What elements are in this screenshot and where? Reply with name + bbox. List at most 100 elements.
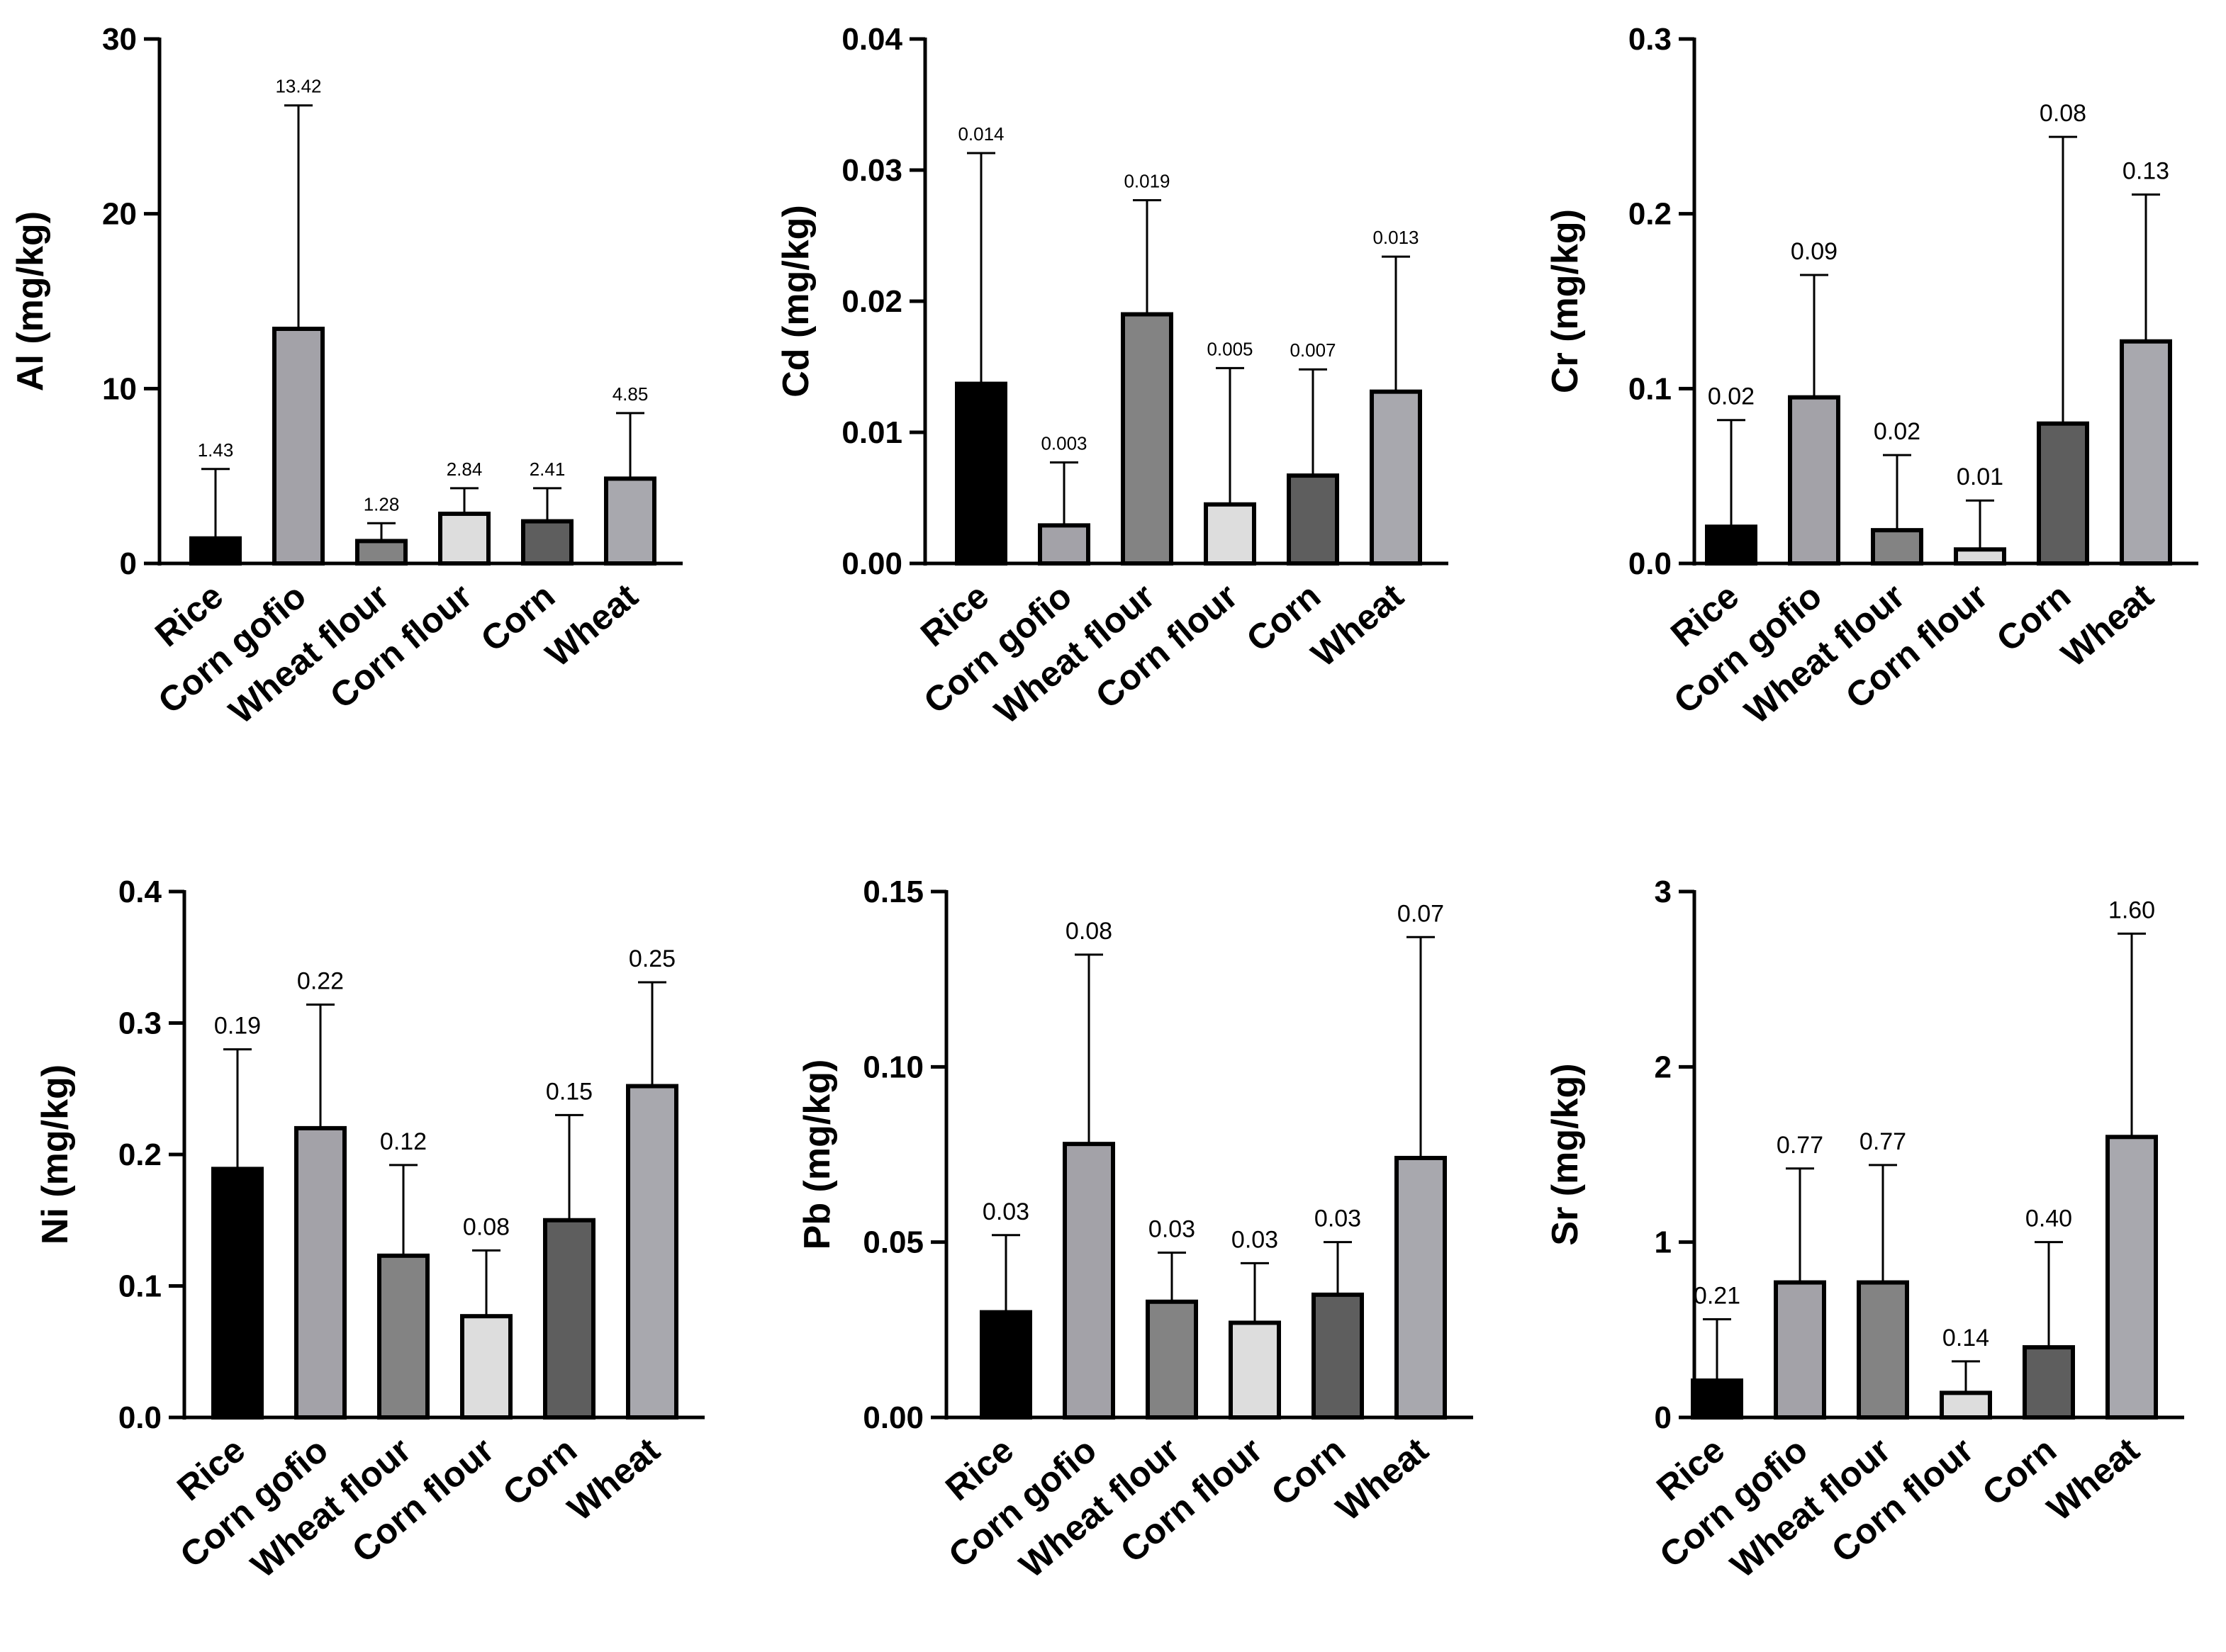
y-tick-label: 10 xyxy=(102,371,137,406)
bar-wheat xyxy=(2120,339,2172,566)
data-label: 0.08 xyxy=(1066,918,1112,945)
bar-corn xyxy=(1287,473,1339,566)
data-label: 0.77 xyxy=(1859,1128,1906,1155)
bar-corn xyxy=(521,519,574,566)
data-label: 0.21 xyxy=(1694,1282,1740,1309)
x-tick-label: Wheat xyxy=(2054,575,2161,675)
data-label: 1.43 xyxy=(198,439,234,461)
x-tick-label: Wheat xyxy=(2040,1429,2147,1529)
y-tick-label: 0.2 xyxy=(118,1137,162,1172)
bar-rice xyxy=(955,381,1007,566)
x-tick-label: Wheat xyxy=(1329,1429,1436,1529)
y-tick-label: 0.1 xyxy=(118,1269,162,1304)
bar-wheat xyxy=(2105,1135,2158,1420)
data-label: 0.007 xyxy=(1290,339,1336,361)
bar-rice xyxy=(1705,524,1757,566)
y-axis-title: Cd (mg/kg) xyxy=(776,205,817,398)
data-label: 0.77 xyxy=(1777,1132,1823,1159)
data-label: 0.13 xyxy=(2122,158,2169,185)
y-tick-label: 0.4 xyxy=(118,875,162,909)
y-tick-label: 30 xyxy=(102,22,137,57)
bar-corn-flour xyxy=(1940,1390,1992,1420)
bar-corn-gofio xyxy=(294,1125,347,1420)
data-label: 0.22 xyxy=(297,968,344,995)
bar-wheat-flour xyxy=(355,539,408,566)
bar-corn-flour xyxy=(1229,1320,1281,1420)
chart-panel-3: 0.00.10.20.30.4Ni (mg/kg)0.19Rice0.22Cor… xyxy=(35,875,705,1585)
data-label: 0.08 xyxy=(2040,100,2086,127)
bar-wheat xyxy=(1394,1155,1447,1420)
bar-corn-flour xyxy=(460,1314,513,1420)
data-label: 0.019 xyxy=(1124,171,1170,192)
y-tick-label: 0.02 xyxy=(841,284,902,319)
bar-wheat xyxy=(626,1084,678,1420)
bar-rice xyxy=(211,1167,264,1420)
data-label: 0.07 xyxy=(1397,900,1444,927)
bar-corn-flour xyxy=(1954,547,2006,566)
data-label: 0.15 xyxy=(546,1078,593,1105)
bar-rice xyxy=(980,1310,1032,1420)
y-tick-label: 0.1 xyxy=(1628,371,1672,406)
bar-wheat-flour xyxy=(1146,1299,1198,1420)
y-tick-label: 0.00 xyxy=(863,1400,924,1435)
y-tick-label: 0.03 xyxy=(841,153,902,188)
bar-corn-gofio xyxy=(1063,1142,1115,1420)
bar-wheat-flour xyxy=(377,1253,430,1420)
y-tick-label: 2 xyxy=(1655,1050,1672,1084)
data-label: 0.14 xyxy=(1942,1325,1989,1352)
y-tick-label: 0.2 xyxy=(1628,197,1672,232)
y-axis-title: Ni (mg/kg) xyxy=(35,1064,76,1244)
y-axis-title: Pb (mg/kg) xyxy=(797,1060,838,1250)
data-label: 0.003 xyxy=(1041,433,1087,454)
y-axis-title: Cr (mg/kg) xyxy=(1545,209,1586,393)
y-tick-label: 0.0 xyxy=(118,1400,162,1435)
data-label: 0.014 xyxy=(958,123,1004,145)
y-tick-label: 0 xyxy=(1655,1400,1672,1435)
bar-corn xyxy=(1311,1292,1364,1420)
bar-wheat-flour xyxy=(1871,528,1923,566)
data-label: 0.12 xyxy=(380,1128,427,1155)
bar-wheat xyxy=(1370,389,1422,566)
x-tick-label: Wheat xyxy=(538,575,645,675)
y-axis-title: Al (mg/kg) xyxy=(10,211,51,391)
bar-corn-gofio xyxy=(1038,523,1090,566)
y-tick-label: 0 xyxy=(120,546,137,581)
y-tick-label: 0.3 xyxy=(1628,22,1672,57)
y-tick-label: 0.15 xyxy=(863,875,924,909)
data-label: 0.03 xyxy=(1148,1216,1195,1243)
y-tick-label: 0.10 xyxy=(863,1050,924,1084)
bar-corn-flour xyxy=(1204,502,1256,566)
bar-wheat-flour xyxy=(1857,1280,1909,1420)
bar-wheat-flour xyxy=(1121,312,1173,566)
y-tick-label: 0.0 xyxy=(1628,546,1672,581)
bar-corn-flour xyxy=(438,511,491,566)
data-label: 0.02 xyxy=(1874,418,1920,445)
y-tick-label: 0.04 xyxy=(841,22,902,57)
data-label: 0.03 xyxy=(1314,1206,1361,1232)
y-tick-label: 1 xyxy=(1655,1225,1672,1260)
data-label: 13.42 xyxy=(275,76,321,97)
bar-wheat xyxy=(604,476,656,566)
bar-corn-gofio xyxy=(1774,1280,1826,1420)
data-label: 0.03 xyxy=(1231,1226,1278,1253)
data-label: 0.09 xyxy=(1791,238,1838,265)
data-label: 0.01 xyxy=(1957,463,2003,490)
data-label: 0.005 xyxy=(1207,338,1253,359)
x-tick-label: Wheat xyxy=(560,1429,667,1529)
y-tick-label: 0.01 xyxy=(841,415,902,450)
data-label: 0.25 xyxy=(629,945,676,972)
data-label: 0.19 xyxy=(214,1013,261,1040)
bar-corn-gofio xyxy=(1788,395,1840,566)
data-label: 0.013 xyxy=(1372,227,1419,248)
data-label: 0.03 xyxy=(983,1198,1029,1225)
data-label: 1.60 xyxy=(2108,897,2155,923)
data-label: 0.08 xyxy=(463,1213,510,1240)
y-tick-label: 0.00 xyxy=(841,546,902,581)
bar-corn xyxy=(543,1218,595,1420)
